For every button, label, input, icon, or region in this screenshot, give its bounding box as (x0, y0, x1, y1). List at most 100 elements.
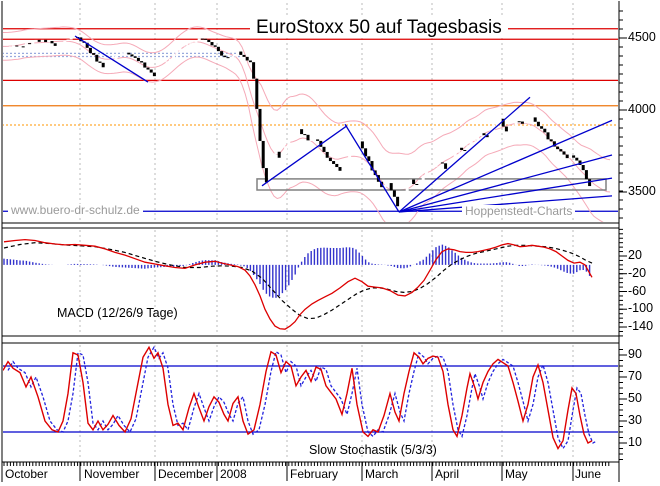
candle-body (56, 42, 60, 46)
trendline (398, 195, 613, 213)
candle-body (312, 139, 316, 141)
candle-body (543, 128, 547, 133)
candle-body (559, 149, 563, 152)
bollinger-upper-band (3, 26, 611, 161)
candle-body (53, 43, 57, 46)
watermark-left: www.buero-dr-schulz.de (8, 204, 143, 216)
candle-body (127, 52, 131, 55)
candle-body (498, 118, 502, 124)
candle-body (98, 61, 102, 63)
candle-body (258, 108, 262, 141)
candle-body (508, 128, 512, 132)
trendline (344, 123, 400, 213)
candle-body (482, 133, 486, 136)
candle-body (40, 39, 44, 42)
candle-body (28, 43, 32, 45)
candle-body (24, 43, 28, 48)
candle-body (357, 141, 361, 143)
candle-body (514, 121, 518, 126)
candle-body (424, 170, 428, 176)
y-axis-label: -60 (628, 283, 647, 298)
y-axis-label: 3500 (628, 184, 656, 198)
candle-body (530, 117, 534, 119)
candle-body (396, 196, 400, 207)
candle-body (434, 163, 438, 167)
candle-body (383, 184, 387, 188)
candle-body (226, 57, 230, 59)
candle-body (69, 37, 73, 40)
candle-body (146, 67, 150, 70)
candle-body (527, 117, 531, 124)
candle-body (552, 141, 556, 147)
candle-body (578, 160, 582, 166)
candle-body (133, 56, 137, 58)
macd-panel-label: MACD (12/26/9 Tage) (57, 306, 178, 320)
candle-body (360, 141, 364, 149)
candle-body (492, 124, 496, 132)
candle-body (88, 47, 92, 54)
candle-body (31, 40, 35, 44)
candle-body (50, 41, 54, 44)
candle-body (232, 54, 236, 57)
watermark-right: Hoppenstedt-Charts (462, 205, 576, 217)
candle-body (21, 46, 25, 48)
candle-body (431, 166, 435, 169)
month-label: May (505, 467, 528, 481)
candle-body (85, 42, 89, 48)
candle-body (408, 179, 412, 184)
candle-body (335, 163, 339, 168)
candle-body (252, 62, 256, 79)
candle-body (268, 167, 272, 183)
y-axis-label: 70 (628, 369, 642, 383)
candle-body (325, 151, 329, 158)
candle-body (114, 56, 118, 60)
candle-body (72, 37, 76, 39)
candle-body (236, 51, 240, 55)
candle-body (556, 146, 560, 150)
candle-body (255, 78, 259, 109)
candle-body (159, 69, 163, 73)
candle-body (476, 136, 480, 140)
month-label: October (5, 467, 48, 481)
candle-body (322, 146, 326, 152)
panel-1-content (3, 230, 593, 334)
panel-2-content (3, 345, 618, 460)
candle-body (328, 157, 332, 162)
candle-body (341, 168, 345, 171)
candle-body (306, 134, 310, 141)
candle-body (188, 42, 192, 44)
candle-body (296, 129, 300, 134)
candle-body (332, 161, 336, 164)
candle-body (501, 118, 505, 127)
candle-body (165, 61, 169, 66)
candle-body (536, 121, 540, 127)
bollinger-middle-band (3, 40, 611, 193)
month-label: 2008 (220, 467, 247, 481)
y-axis-label: 50 (628, 391, 642, 405)
month-label: November (84, 467, 140, 481)
candle-body (197, 38, 201, 42)
candle-body (47, 41, 51, 43)
trendline (398, 154, 613, 213)
trendline (74, 35, 149, 83)
candle-body (575, 157, 579, 161)
candle-body (242, 54, 246, 57)
candle-body (565, 154, 569, 159)
candle-body (549, 139, 553, 142)
candle-body (405, 183, 409, 192)
support-box (256, 178, 607, 191)
candle-body (415, 183, 419, 185)
trendline (398, 96, 531, 213)
candle-body (143, 62, 147, 68)
candle-body (316, 139, 320, 141)
candle-body (469, 140, 473, 146)
month-label: March (365, 467, 399, 481)
chart-title: EuroStoxx 50 auf Tagesbasis (250, 17, 508, 38)
candle-body (181, 45, 185, 47)
month-label: April (435, 467, 460, 481)
candle-body (210, 42, 214, 46)
candle-body (274, 151, 278, 155)
candle-body (92, 53, 96, 55)
candle-body (584, 170, 588, 180)
